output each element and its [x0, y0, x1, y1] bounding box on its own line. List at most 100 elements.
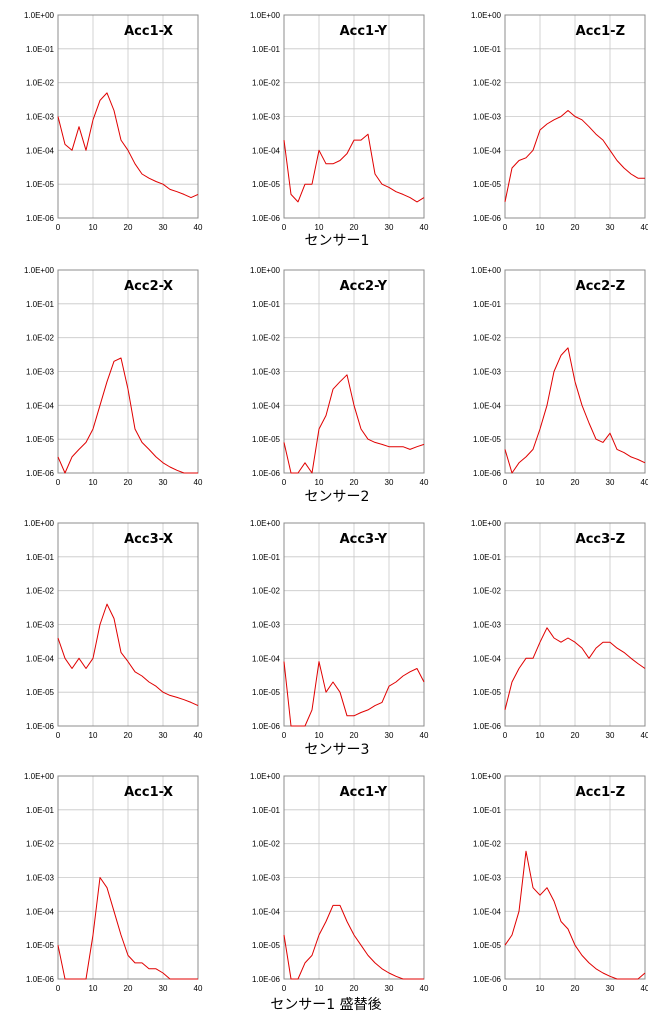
- y-tick-label: 1.0E-06: [252, 469, 281, 478]
- y-tick-label: 1.0E+00: [250, 266, 281, 275]
- x-tick-label: 40: [420, 984, 429, 993]
- x-tick-label: 40: [420, 478, 429, 487]
- y-tick-label: 1.0E-04: [473, 146, 502, 155]
- y-tick-label: 1.0E-05: [26, 435, 55, 444]
- y-tick-label: 1.0E-01: [26, 300, 55, 309]
- x-tick-label: 0: [56, 223, 61, 232]
- x-tick-label: 30: [159, 478, 168, 487]
- y-tick-label: 1.0E-06: [473, 214, 502, 223]
- panel-title: Acc1-Z: [576, 785, 625, 800]
- plot-border: [283, 522, 425, 727]
- x-tick-label: 30: [385, 223, 394, 232]
- y-tick-label: 1.0E-04: [26, 146, 55, 155]
- y-tick-label: 1.0E-05: [26, 180, 55, 189]
- x-tick-label: 10: [89, 478, 98, 487]
- y-tick-label: 1.0E+00: [471, 772, 502, 781]
- x-tick-label: 0: [503, 984, 508, 993]
- y-tick-label: 1.0E-04: [252, 401, 281, 410]
- x-tick-label: 40: [194, 223, 203, 232]
- y-tick-label: 1.0E-01: [473, 553, 502, 562]
- y-tick-label: 1.0E-05: [26, 941, 55, 950]
- y-tick-label: 1.0E-03: [473, 368, 502, 377]
- x-tick-label: 30: [159, 223, 168, 232]
- x-tick-label: 10: [315, 223, 324, 232]
- x-tick-label: 40: [641, 984, 648, 993]
- series-line: [504, 110, 645, 203]
- series-line: [57, 357, 198, 474]
- y-tick-label: 1.0E-05: [252, 435, 281, 444]
- y-tick-label: 1.0E-06: [252, 975, 281, 984]
- x-tick-label: 0: [503, 731, 508, 740]
- x-tick-label: 0: [56, 984, 61, 993]
- y-tick-label: 1.0E-01: [473, 806, 502, 815]
- x-tick-label: 0: [282, 731, 287, 740]
- x-tick-label: 30: [606, 731, 615, 740]
- y-tick-label: 1.0E+00: [24, 519, 55, 528]
- y-tick-label: 1.0E-05: [252, 180, 281, 189]
- y-tick-label: 1.0E-02: [26, 587, 55, 596]
- x-tick-label: 10: [89, 731, 98, 740]
- y-tick-label: 1.0E-02: [252, 840, 281, 849]
- y-tick-label: 1.0E-06: [26, 469, 55, 478]
- y-tick-label: 1.0E+00: [24, 11, 55, 20]
- x-tick-label: 0: [282, 984, 287, 993]
- panel-title: Acc3-X: [124, 532, 173, 547]
- x-tick-label: 0: [56, 731, 61, 740]
- x-tick-label: 20: [571, 984, 580, 993]
- y-tick-label: 1.0E-03: [473, 621, 502, 630]
- x-tick-label: 40: [194, 731, 203, 740]
- row-label: センサー1: [305, 233, 370, 249]
- row-label: センサー2: [305, 489, 370, 505]
- x-tick-label: 20: [124, 223, 133, 232]
- x-tick-label: 40: [194, 984, 203, 993]
- y-tick-label: 1.0E-02: [473, 79, 502, 88]
- plot-border: [504, 14, 646, 219]
- y-tick-label: 1.0E-04: [473, 654, 502, 663]
- y-tick-label: 1.0E-03: [473, 113, 502, 122]
- y-tick-label: 1.0E-04: [252, 907, 281, 916]
- x-tick-label: 30: [606, 223, 615, 232]
- y-tick-label: 1.0E-05: [26, 688, 55, 697]
- x-tick-label: 40: [641, 478, 648, 487]
- x-tick-label: 20: [571, 223, 580, 232]
- y-tick-label: 1.0E-01: [252, 806, 281, 815]
- x-tick-label: 10: [536, 731, 545, 740]
- y-tick-label: 1.0E-06: [473, 469, 502, 478]
- series-line: [504, 850, 646, 980]
- y-tick-label: 1.0E-04: [473, 401, 502, 410]
- x-tick-label: 0: [503, 223, 508, 232]
- row-label: センサー3: [305, 742, 370, 758]
- y-tick-label: 1.0E-06: [473, 975, 502, 984]
- y-tick-label: 1.0E+00: [250, 11, 281, 20]
- y-tick-label: 1.0E-04: [252, 654, 281, 663]
- y-tick-label: 1.0E-03: [26, 113, 55, 122]
- series-line: [283, 374, 425, 474]
- series-line: [504, 627, 646, 711]
- y-tick-label: 1.0E-01: [473, 45, 502, 54]
- series-line: [283, 904, 424, 980]
- series-line: [57, 92, 199, 199]
- x-tick-label: 10: [89, 223, 98, 232]
- y-tick-label: 1.0E-06: [473, 722, 502, 731]
- y-tick-label: 1.0E-02: [252, 334, 281, 343]
- panel-title: Acc1-X: [124, 785, 173, 800]
- y-tick-label: 1.0E-01: [26, 45, 55, 54]
- x-tick-label: 10: [315, 731, 324, 740]
- x-tick-label: 40: [420, 223, 429, 232]
- y-tick-label: 1.0E-03: [26, 368, 55, 377]
- x-tick-label: 10: [315, 984, 324, 993]
- y-tick-label: 1.0E-05: [473, 180, 502, 189]
- panel-title: Acc2-Z: [576, 279, 625, 294]
- x-tick-label: 20: [124, 731, 133, 740]
- y-tick-label: 1.0E-06: [26, 722, 55, 731]
- y-tick-label: 1.0E-03: [252, 113, 281, 122]
- x-tick-label: 20: [350, 731, 359, 740]
- y-tick-label: 1.0E+00: [250, 519, 281, 528]
- x-tick-label: 10: [536, 223, 545, 232]
- x-tick-label: 40: [641, 223, 648, 232]
- y-tick-label: 1.0E-05: [473, 688, 502, 697]
- plot-border: [504, 522, 646, 727]
- x-tick-label: 20: [350, 478, 359, 487]
- row-label: センサー1 盛替後: [270, 997, 381, 1013]
